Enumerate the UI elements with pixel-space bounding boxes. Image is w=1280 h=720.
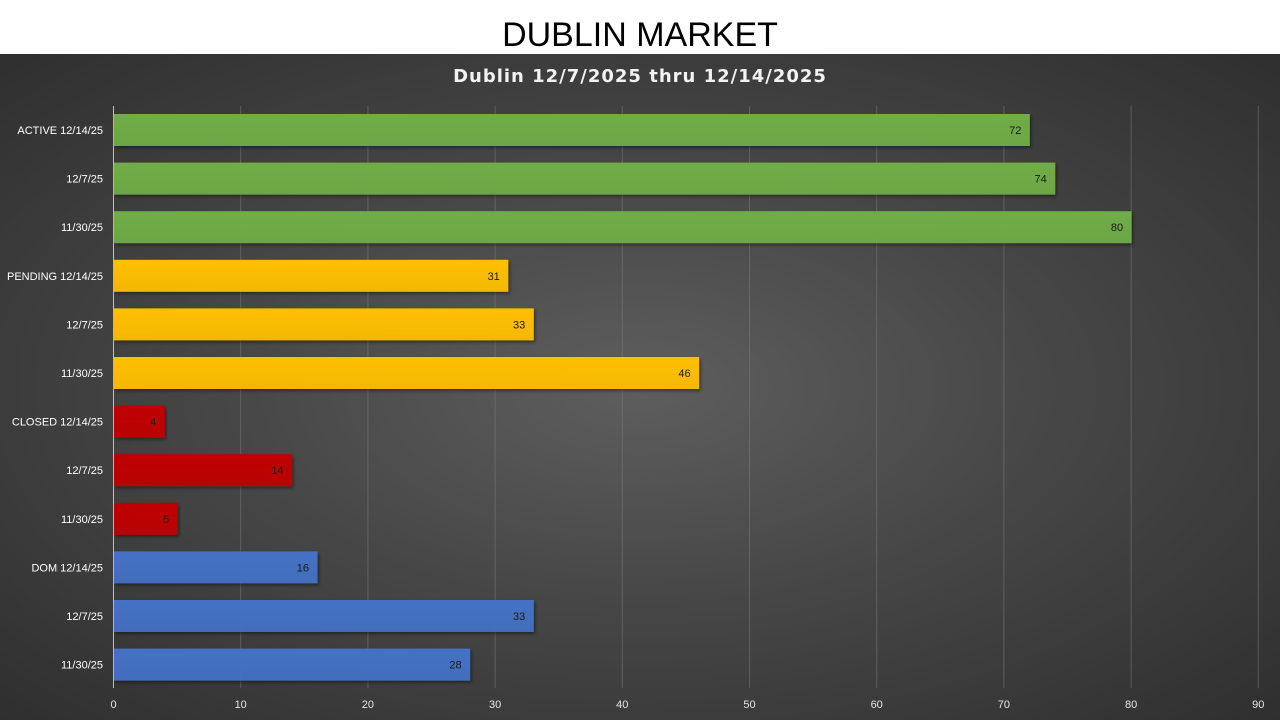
data-label: 33	[513, 611, 525, 623]
category-label: PENDING 12/14/25	[7, 271, 103, 283]
data-label: 46	[678, 368, 690, 380]
x-tick-label: 50	[743, 699, 755, 711]
x-tick-label: 60	[871, 699, 883, 711]
page-title: DUBLIN MARKET	[0, 0, 1280, 54]
category-label: 11/30/25	[61, 660, 103, 672]
bar	[114, 162, 1056, 195]
category-label: 12/7/25	[66, 174, 103, 186]
data-label: 28	[449, 660, 461, 672]
data-label: 80	[1111, 222, 1123, 234]
x-tick-label: 80	[1125, 699, 1137, 711]
x-tick-label: 30	[489, 699, 501, 711]
data-label: 74	[1035, 174, 1047, 186]
chart-title: Dublin 12/7/2025 thru 12/14/2025	[453, 66, 827, 87]
bar	[114, 648, 471, 681]
bar	[114, 551, 318, 584]
data-label: 33	[513, 319, 525, 331]
data-label: 4	[150, 417, 156, 429]
category-label: ACTIVE 12/14/25	[17, 125, 103, 137]
category-label: 11/30/25	[61, 368, 103, 380]
category-label: CLOSED 12/14/25	[12, 417, 103, 429]
x-tick-label: 40	[616, 699, 628, 711]
category-label: 11/30/25	[61, 514, 103, 526]
bar	[114, 259, 509, 292]
bar	[114, 308, 534, 341]
bar	[114, 357, 700, 389]
data-label: 14	[271, 465, 283, 477]
bar	[114, 600, 534, 632]
category-label: 11/30/25	[61, 222, 103, 234]
x-tick-label: 0	[110, 699, 116, 711]
bar	[114, 502, 178, 535]
data-label: 72	[1009, 125, 1021, 137]
bar	[114, 454, 293, 487]
data-label: 16	[297, 562, 309, 574]
x-tick-label: 70	[998, 699, 1010, 711]
data-label: 31	[488, 271, 500, 283]
bar	[114, 211, 1132, 244]
category-label: 12/7/25	[66, 465, 103, 477]
category-label: 12/7/25	[66, 319, 103, 331]
data-label: 5	[163, 514, 169, 526]
x-tick-label: 90	[1252, 699, 1264, 711]
bar	[114, 114, 1030, 146]
x-tick-label: 20	[362, 699, 374, 711]
x-tick-label: 10	[235, 699, 247, 711]
category-label: DOM 12/14/25	[31, 562, 103, 574]
category-label: 12/7/25	[66, 611, 103, 623]
bar	[114, 405, 165, 438]
